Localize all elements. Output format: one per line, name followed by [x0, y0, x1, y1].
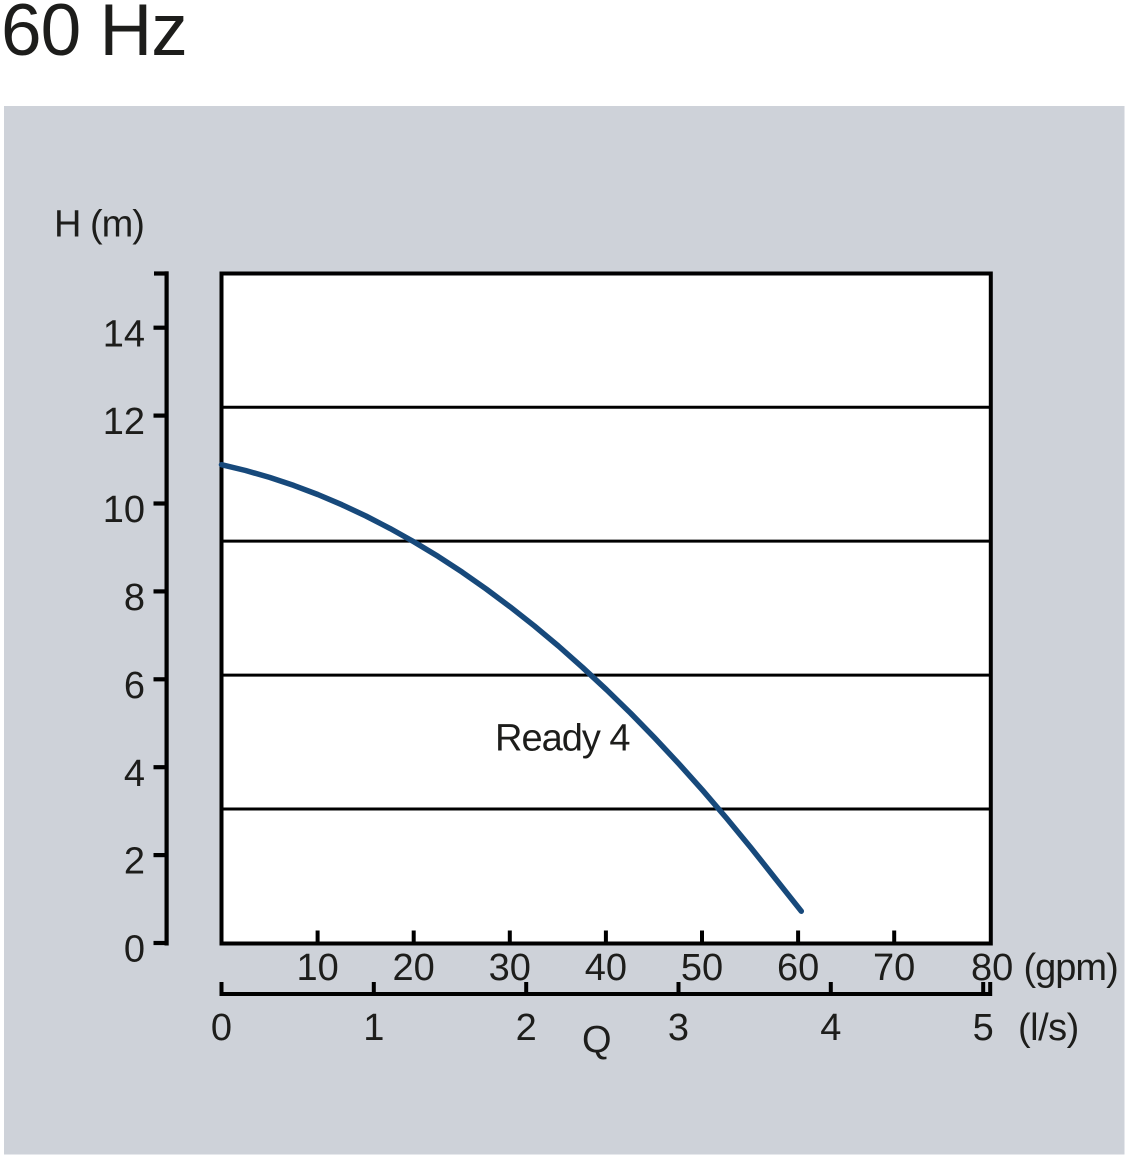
svg-text:60: 60	[777, 947, 819, 989]
svg-text:2: 2	[124, 841, 145, 883]
svg-text:12: 12	[103, 401, 145, 443]
svg-text:10: 10	[296, 947, 338, 989]
svg-text:0: 0	[124, 929, 145, 971]
svg-text:10: 10	[103, 489, 145, 531]
svg-text:20: 20	[393, 947, 435, 989]
svg-text:60 Hz: 60 Hz	[1, 0, 187, 71]
svg-text:4: 4	[820, 1007, 841, 1049]
svg-text:0: 0	[211, 1007, 232, 1049]
svg-text:3: 3	[668, 1007, 689, 1049]
svg-text:50: 50	[681, 947, 723, 989]
svg-text:8: 8	[124, 577, 145, 619]
svg-text:5: 5	[973, 1007, 994, 1049]
svg-text:40: 40	[585, 947, 627, 989]
svg-text:80: 80	[971, 947, 1013, 989]
svg-text:4: 4	[124, 753, 145, 795]
svg-text:2: 2	[516, 1007, 537, 1049]
svg-text:30: 30	[489, 947, 531, 989]
svg-text:14: 14	[103, 313, 145, 355]
svg-text:70: 70	[873, 947, 915, 989]
svg-text:H (m): H (m)	[54, 204, 144, 246]
svg-text:1: 1	[363, 1007, 384, 1049]
svg-text:Ready 4: Ready 4	[495, 718, 630, 760]
svg-text:(l/s): (l/s)	[1018, 1007, 1079, 1049]
svg-text:6: 6	[124, 665, 145, 707]
svg-text:Q: Q	[582, 1019, 612, 1061]
svg-text:(gpm): (gpm)	[1024, 947, 1118, 989]
